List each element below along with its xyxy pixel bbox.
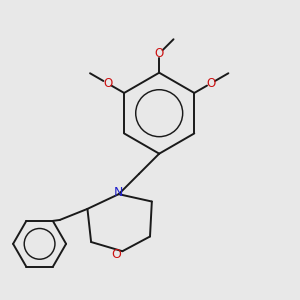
Text: O: O: [111, 248, 121, 261]
Text: O: O: [154, 47, 164, 60]
Text: O: O: [206, 77, 215, 90]
Text: N: N: [114, 186, 123, 199]
Text: O: O: [103, 77, 112, 90]
